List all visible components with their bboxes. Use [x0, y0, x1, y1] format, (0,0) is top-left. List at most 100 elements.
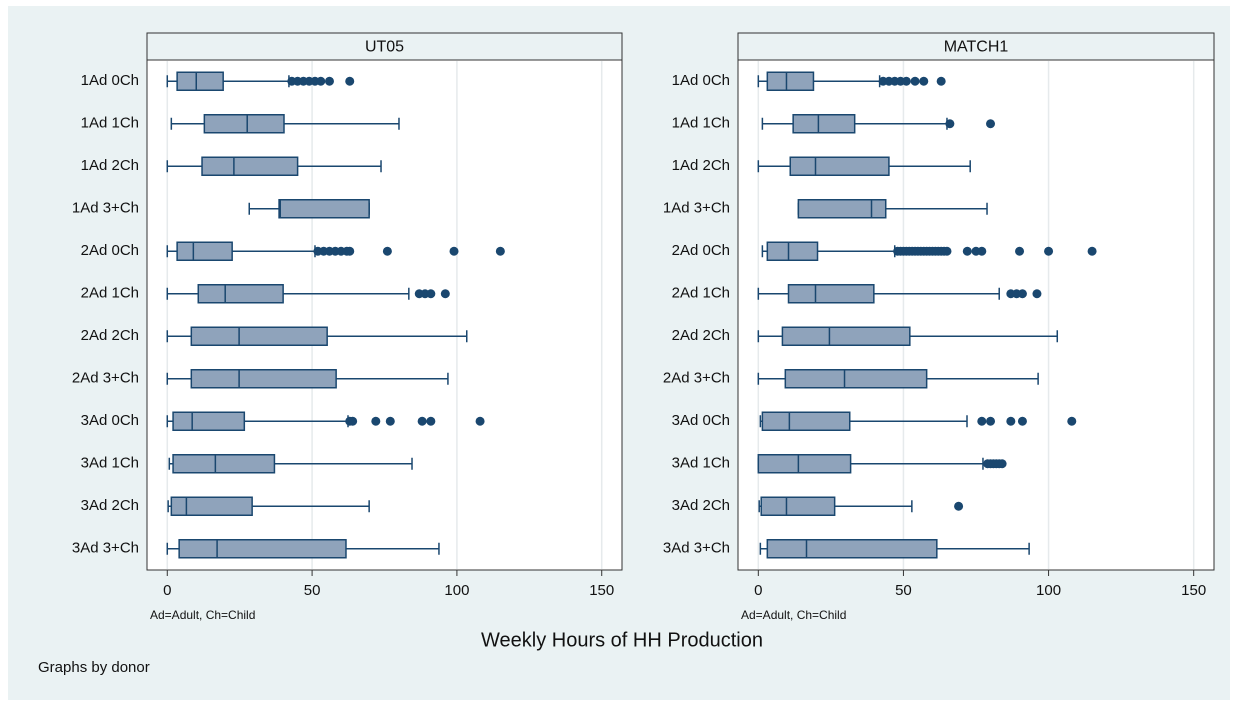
outlier: [345, 246, 355, 256]
category-label: 2Ad 2Ch: [81, 327, 139, 344]
box: [760, 496, 836, 516]
box: [203, 114, 285, 134]
outlier: [997, 459, 1007, 469]
category-label: 3Ad 0Ch: [672, 412, 730, 429]
category-label: 2Ad 2Ch: [672, 327, 730, 344]
outlier: [919, 76, 929, 86]
box: [197, 284, 284, 304]
category-label: 2Ad 1Ch: [81, 285, 139, 302]
outlier: [440, 289, 450, 299]
outlier: [385, 416, 395, 426]
category-label: 1Ad 1Ch: [672, 115, 730, 132]
outlier: [426, 289, 436, 299]
category-label: 1Ad 0Ch: [672, 72, 730, 89]
x-tick-label: 100: [444, 582, 469, 599]
box: [784, 369, 928, 389]
plot-area: [737, 59, 1215, 571]
category-label: 2Ad 3+Ch: [663, 370, 730, 387]
box: [766, 71, 815, 91]
x-tick-label: 0: [163, 582, 171, 599]
outlier: [977, 246, 987, 256]
outlier: [449, 246, 459, 256]
box: [761, 411, 851, 431]
outlier: [382, 246, 392, 256]
x-tick-label: 150: [1181, 582, 1206, 599]
outlier: [426, 416, 436, 426]
category-label: 1Ad 3+Ch: [663, 200, 730, 217]
category-label: 2Ad 0Ch: [81, 242, 139, 259]
box: [178, 539, 347, 559]
x-tick-label: 100: [1036, 582, 1061, 599]
outlier: [371, 416, 381, 426]
outlier: [954, 501, 964, 511]
box: [766, 539, 938, 559]
box: [172, 411, 246, 431]
outlier: [495, 246, 505, 256]
category-label: 3Ad 3+Ch: [663, 540, 730, 557]
category-label: 3Ad 1Ch: [81, 455, 139, 472]
box: [789, 156, 890, 176]
x-tick-label: 150: [589, 582, 614, 599]
outlier: [1017, 289, 1027, 299]
axis-title: Weekly Hours of HH Production: [481, 629, 763, 651]
caption: Graphs by donor: [38, 659, 150, 676]
panel-header: [146, 32, 623, 61]
box: [797, 199, 887, 219]
category-label: 1Ad 0Ch: [81, 72, 139, 89]
outlier: [986, 119, 996, 129]
box: [176, 71, 224, 91]
outlier: [936, 76, 946, 86]
x-tick-label: 50: [304, 582, 321, 599]
box: [201, 156, 299, 176]
outlier: [986, 416, 996, 426]
outlier: [901, 76, 911, 86]
outlier: [324, 76, 334, 86]
box: [792, 114, 856, 134]
note: Ad=Adult, Ch=Child: [150, 608, 255, 622]
note: Ad=Adult, Ch=Child: [741, 608, 846, 622]
outlier: [1006, 416, 1016, 426]
category-label: 3Ad 3+Ch: [72, 540, 139, 557]
outlier: [1032, 289, 1042, 299]
outlier: [345, 76, 355, 86]
box: [766, 241, 819, 261]
box: [278, 199, 370, 219]
category-label: 3Ad 2Ch: [81, 497, 139, 514]
plot-area: [146, 59, 623, 571]
panel-title: MATCH1: [944, 39, 1009, 56]
outlier: [977, 416, 987, 426]
category-label: 1Ad 2Ch: [672, 157, 730, 174]
box: [190, 369, 337, 389]
category-label: 1Ad 1Ch: [81, 115, 139, 132]
x-tick-label: 0: [754, 582, 762, 599]
outlier: [1017, 416, 1027, 426]
box: [172, 454, 276, 474]
category-label: 3Ad 2Ch: [672, 497, 730, 514]
outlier: [348, 416, 358, 426]
box: [781, 326, 911, 346]
outlier: [962, 246, 972, 256]
box: [176, 241, 233, 261]
outlier: [1015, 246, 1025, 256]
outlier: [1044, 246, 1054, 256]
category-label: 1Ad 2Ch: [81, 157, 139, 174]
box: [757, 454, 852, 474]
panel-title: UT05: [365, 39, 404, 56]
category-label: 3Ad 1Ch: [672, 455, 730, 472]
category-label: 3Ad 0Ch: [81, 412, 139, 429]
x-tick-label: 50: [895, 582, 912, 599]
outlier: [1087, 246, 1097, 256]
box: [170, 496, 253, 516]
outlier: [945, 119, 955, 129]
outlier: [475, 416, 485, 426]
outlier: [417, 416, 427, 426]
category-label: 1Ad 3+Ch: [72, 200, 139, 217]
box: [787, 284, 875, 304]
outlier: [910, 76, 920, 86]
panel-header: [737, 32, 1215, 61]
outlier: [316, 76, 326, 86]
category-label: 2Ad 1Ch: [672, 285, 730, 302]
outlier: [1067, 416, 1077, 426]
